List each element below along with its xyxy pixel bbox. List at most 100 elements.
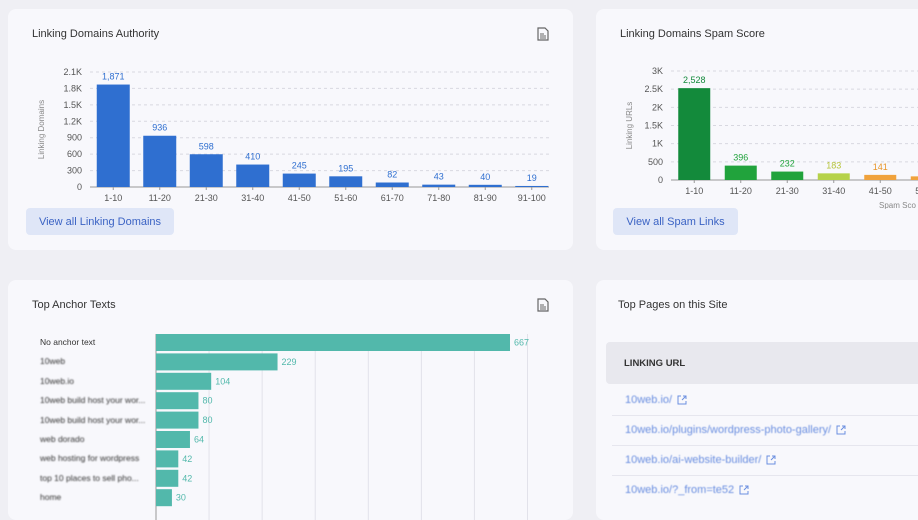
spam-title: Linking Domains Spam Score (620, 28, 765, 40)
external-link-icon[interactable] (739, 485, 749, 495)
y-tick-label: 1K (652, 139, 663, 149)
page-row[interactable]: 10web.io/ (612, 385, 918, 416)
view-all-spam-links-button[interactable]: View all Spam Links (613, 208, 738, 235)
page-url-link[interactable]: 10web.io/ (625, 394, 673, 406)
y-tick-label: 2.5K (644, 84, 663, 94)
y-tick-label: 1.5K (63, 100, 82, 110)
bar (156, 353, 278, 371)
y-tick-label: 300 (67, 166, 82, 176)
bar (156, 334, 510, 351)
bar (156, 431, 190, 448)
page-url-link[interactable]: 10web.io/plugins/wordpress-photo-gallery… (625, 424, 832, 436)
y-tick-label: 1.5K (644, 121, 663, 131)
y-tick-label: 900 (67, 133, 82, 143)
x-tick-label: 1-10 (685, 186, 703, 196)
bar-value-label: 410 (245, 152, 260, 162)
anchor-text-label: top 10 places to sell pho... (40, 472, 139, 483)
x-tick-label: 61-70 (381, 193, 404, 203)
y-tick-label: 500 (648, 157, 663, 167)
x-tick-label: 31-40 (822, 186, 845, 196)
bar (156, 450, 179, 468)
anchor-text-label: web hosting for wordpress (40, 453, 140, 464)
export-pdf-icon[interactable] (537, 27, 549, 41)
bar-value-label: 40 (480, 172, 490, 182)
y-tick-label: 2.1K (63, 67, 82, 77)
bar (156, 392, 199, 410)
bar-value-label: 30 (176, 493, 186, 503)
y-tick-label: 0 (658, 175, 663, 185)
bar-value-label: 104 (215, 376, 230, 386)
page-row[interactable]: 10web.io/plugins/wordpress-photo-gallery… (612, 415, 918, 446)
y-axis-label: Linking URLs (625, 102, 634, 150)
view-all-linking-domains-button[interactable]: View all Linking Domains (26, 208, 174, 235)
x-tick-label: 31-40 (241, 193, 264, 203)
y-tick-label: 1.8K (63, 83, 82, 93)
anchor-text-label: home (40, 492, 62, 503)
bar (96, 84, 130, 187)
anchor-text-label: 10web build host your wor... (40, 395, 146, 406)
anchor-text-label: 10web.io (40, 375, 75, 386)
anchor-text-label: No anchor text (40, 337, 96, 347)
bar-value-label: 195 (338, 163, 353, 173)
x-tick-label: 41-50 (288, 193, 311, 203)
anchor-text-label: 10web (40, 356, 66, 367)
page-row[interactable]: 10web.io/?_from=te52 (612, 475, 918, 505)
bar (189, 154, 223, 187)
x-tick-label: 51-60 (915, 186, 918, 196)
bar-value-label: 229 (282, 357, 297, 367)
external-link-icon[interactable] (836, 425, 846, 435)
bar-value-label: 80 (202, 396, 212, 406)
external-link-icon[interactable] (766, 455, 776, 465)
linking-url-header: LINKING URL (606, 342, 918, 384)
bar-value-label: 43 (434, 172, 444, 182)
bar-value-label: 667 (514, 338, 529, 348)
x-tick-label: 11-20 (149, 193, 171, 203)
external-link-icon[interactable] (677, 395, 687, 405)
y-axis-label: Linking Domains (37, 100, 46, 159)
bar-value-label: 245 (292, 161, 307, 171)
authority-chart: 0 300 600 900 1.2K 1.5K 1.8K 2.1K Linking Domain… (37, 67, 549, 203)
y-tick-label: 600 (67, 149, 82, 159)
bar-value-label: 1,871 (102, 72, 125, 82)
page-row[interactable]: 10web.io/ai-website-builder/ (612, 445, 918, 476)
export-pdf-icon[interactable] (537, 298, 549, 312)
bar-value-label: 2,528 (683, 75, 706, 85)
anchor-text-label: 10web build host your wor... (40, 414, 146, 425)
authority-card: Linking Domains Authority 0 300 600 900 1.2K… (8, 9, 573, 250)
bar-value-label: 80 (202, 415, 212, 425)
bar-value-label: 598 (199, 141, 214, 151)
x-axis-label: Spam Sco (879, 201, 916, 209)
bar (910, 176, 918, 180)
x-tick-label: 21-30 (195, 193, 218, 203)
x-tick-label: 81-90 (474, 193, 497, 203)
pages-title: Top Pages on this Site (618, 299, 728, 311)
bar-value-label: 19 (527, 173, 537, 183)
bar (515, 185, 549, 187)
bar (329, 176, 363, 187)
y-tick-label: 3K (652, 66, 663, 76)
bar-value-label: 42 (182, 454, 192, 464)
bar (375, 182, 409, 187)
x-tick-label: 21-30 (776, 186, 799, 196)
bar (724, 165, 757, 180)
bar-value-label: 64 (194, 435, 204, 445)
spam-chart: 0 500 1K 1.5K 2K 2.5K 3K Linking URLs 2,528 1-10 3… (625, 66, 918, 209)
anchor-text-label: web dorado (40, 434, 85, 444)
bar (817, 173, 850, 180)
bar (864, 174, 897, 180)
bar-value-label: 936 (152, 123, 167, 133)
bar (678, 88, 711, 180)
bar-value-label: 141 (873, 162, 888, 172)
bar (468, 184, 502, 187)
bar (156, 411, 199, 429)
page-url-link[interactable]: 10web.io/?_from=te52 (625, 484, 735, 496)
anchors-title: Top Anchor Texts (32, 299, 116, 311)
bar-value-label: 42 (182, 473, 192, 483)
authority-title: Linking Domains Authority (32, 28, 160, 40)
bar-value-label: 82 (387, 170, 397, 180)
x-tick-label: 71-80 (427, 193, 450, 203)
bar (771, 171, 804, 180)
x-tick-label: 1-10 (104, 193, 122, 203)
page-url-link[interactable]: 10web.io/ai-website-builder/ (625, 454, 762, 466)
